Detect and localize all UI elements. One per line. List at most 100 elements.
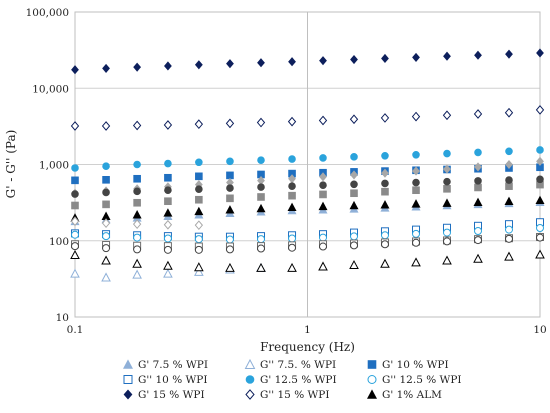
data-point — [164, 197, 172, 206]
data-point — [505, 176, 513, 184]
data-point — [256, 117, 266, 128]
legend-label: G' 1% ALM — [382, 389, 442, 401]
y-tick-label: 1,000 — [39, 160, 69, 172]
data-point — [474, 148, 482, 157]
data-point — [536, 146, 544, 154]
data-point — [102, 200, 110, 209]
data-point — [132, 258, 142, 268]
data-point — [102, 232, 111, 241]
legend-marker — [367, 389, 377, 399]
data-point — [163, 208, 173, 217]
data-point — [71, 164, 79, 172]
data-point — [195, 158, 203, 167]
data-point — [319, 172, 327, 182]
data-point — [380, 240, 389, 249]
data-point — [412, 166, 420, 176]
legend-label: G' 15 % WPI — [138, 389, 205, 401]
y-axis-title: G' - G'' (Pa) — [4, 130, 18, 199]
y-tick-label: 10,000 — [32, 83, 69, 95]
data-point — [71, 230, 79, 239]
series-14 — [71, 175, 544, 198]
data-point — [226, 59, 234, 69]
series-12 — [71, 180, 544, 210]
data-point — [411, 199, 421, 208]
data-point — [70, 121, 80, 131]
data-point — [163, 245, 172, 254]
data-point — [225, 262, 235, 272]
series-15 — [71, 233, 544, 254]
data-point — [442, 110, 452, 121]
data-point — [443, 164, 451, 174]
data-point — [163, 260, 173, 270]
data-point — [318, 261, 328, 271]
data-point — [102, 162, 110, 170]
data-point — [164, 61, 172, 71]
data-point — [101, 272, 111, 282]
data-point — [536, 156, 544, 166]
data-point — [349, 200, 359, 210]
data-point — [380, 200, 390, 209]
data-point — [412, 186, 420, 195]
data-point — [194, 245, 203, 254]
data-point — [474, 50, 482, 60]
data-point — [380, 113, 390, 123]
data-point — [412, 229, 421, 238]
data-point — [536, 223, 544, 232]
data-point — [164, 159, 172, 168]
data-point — [535, 195, 545, 205]
legend-marker — [244, 358, 256, 369]
data-point — [442, 255, 452, 265]
data-point — [288, 155, 296, 163]
legend-label: G'' 15 % WPI — [260, 389, 330, 401]
data-point — [133, 160, 141, 169]
data-point — [505, 147, 513, 156]
data-point — [133, 245, 142, 254]
data-point — [442, 237, 451, 246]
data-point — [257, 183, 265, 191]
data-point — [288, 182, 296, 190]
data-point — [536, 175, 544, 184]
data-point — [442, 198, 452, 207]
data-point — [319, 56, 327, 66]
x-tick-label: 0.1 — [67, 324, 84, 336]
data-point — [504, 107, 514, 118]
data-point — [474, 236, 483, 245]
data-point — [164, 173, 172, 182]
data-point — [349, 259, 359, 270]
x-tick-label: 1 — [304, 324, 311, 336]
data-point — [102, 176, 110, 184]
data-point — [194, 235, 203, 244]
data-point — [381, 152, 389, 160]
data-point — [71, 242, 79, 251]
data-point — [70, 268, 80, 278]
data-point — [70, 216, 80, 227]
series-9 — [70, 249, 545, 272]
data-point — [226, 194, 234, 203]
data-point — [381, 187, 389, 196]
data-point — [287, 262, 297, 272]
data-point — [350, 180, 358, 189]
data-point — [411, 111, 421, 122]
data-point — [287, 202, 297, 212]
y-tick-label: 100 — [49, 236, 69, 248]
data-point — [319, 242, 328, 251]
data-point — [319, 233, 328, 242]
data-point — [225, 235, 234, 244]
data-point — [443, 177, 451, 186]
data-point — [350, 54, 358, 65]
data-point — [226, 184, 234, 192]
data-point — [132, 269, 142, 279]
data-point — [225, 118, 235, 129]
y-tick-label: 100,000 — [26, 7, 69, 19]
legend-label: G' 10 % WPI — [382, 359, 449, 371]
data-point — [350, 232, 359, 241]
data-point — [319, 190, 327, 199]
data-point — [380, 231, 389, 240]
series-4 — [71, 146, 544, 172]
data-point — [194, 119, 204, 130]
data-point — [349, 114, 359, 125]
data-point — [132, 210, 142, 219]
data-point — [163, 268, 173, 278]
data-point — [133, 187, 141, 196]
